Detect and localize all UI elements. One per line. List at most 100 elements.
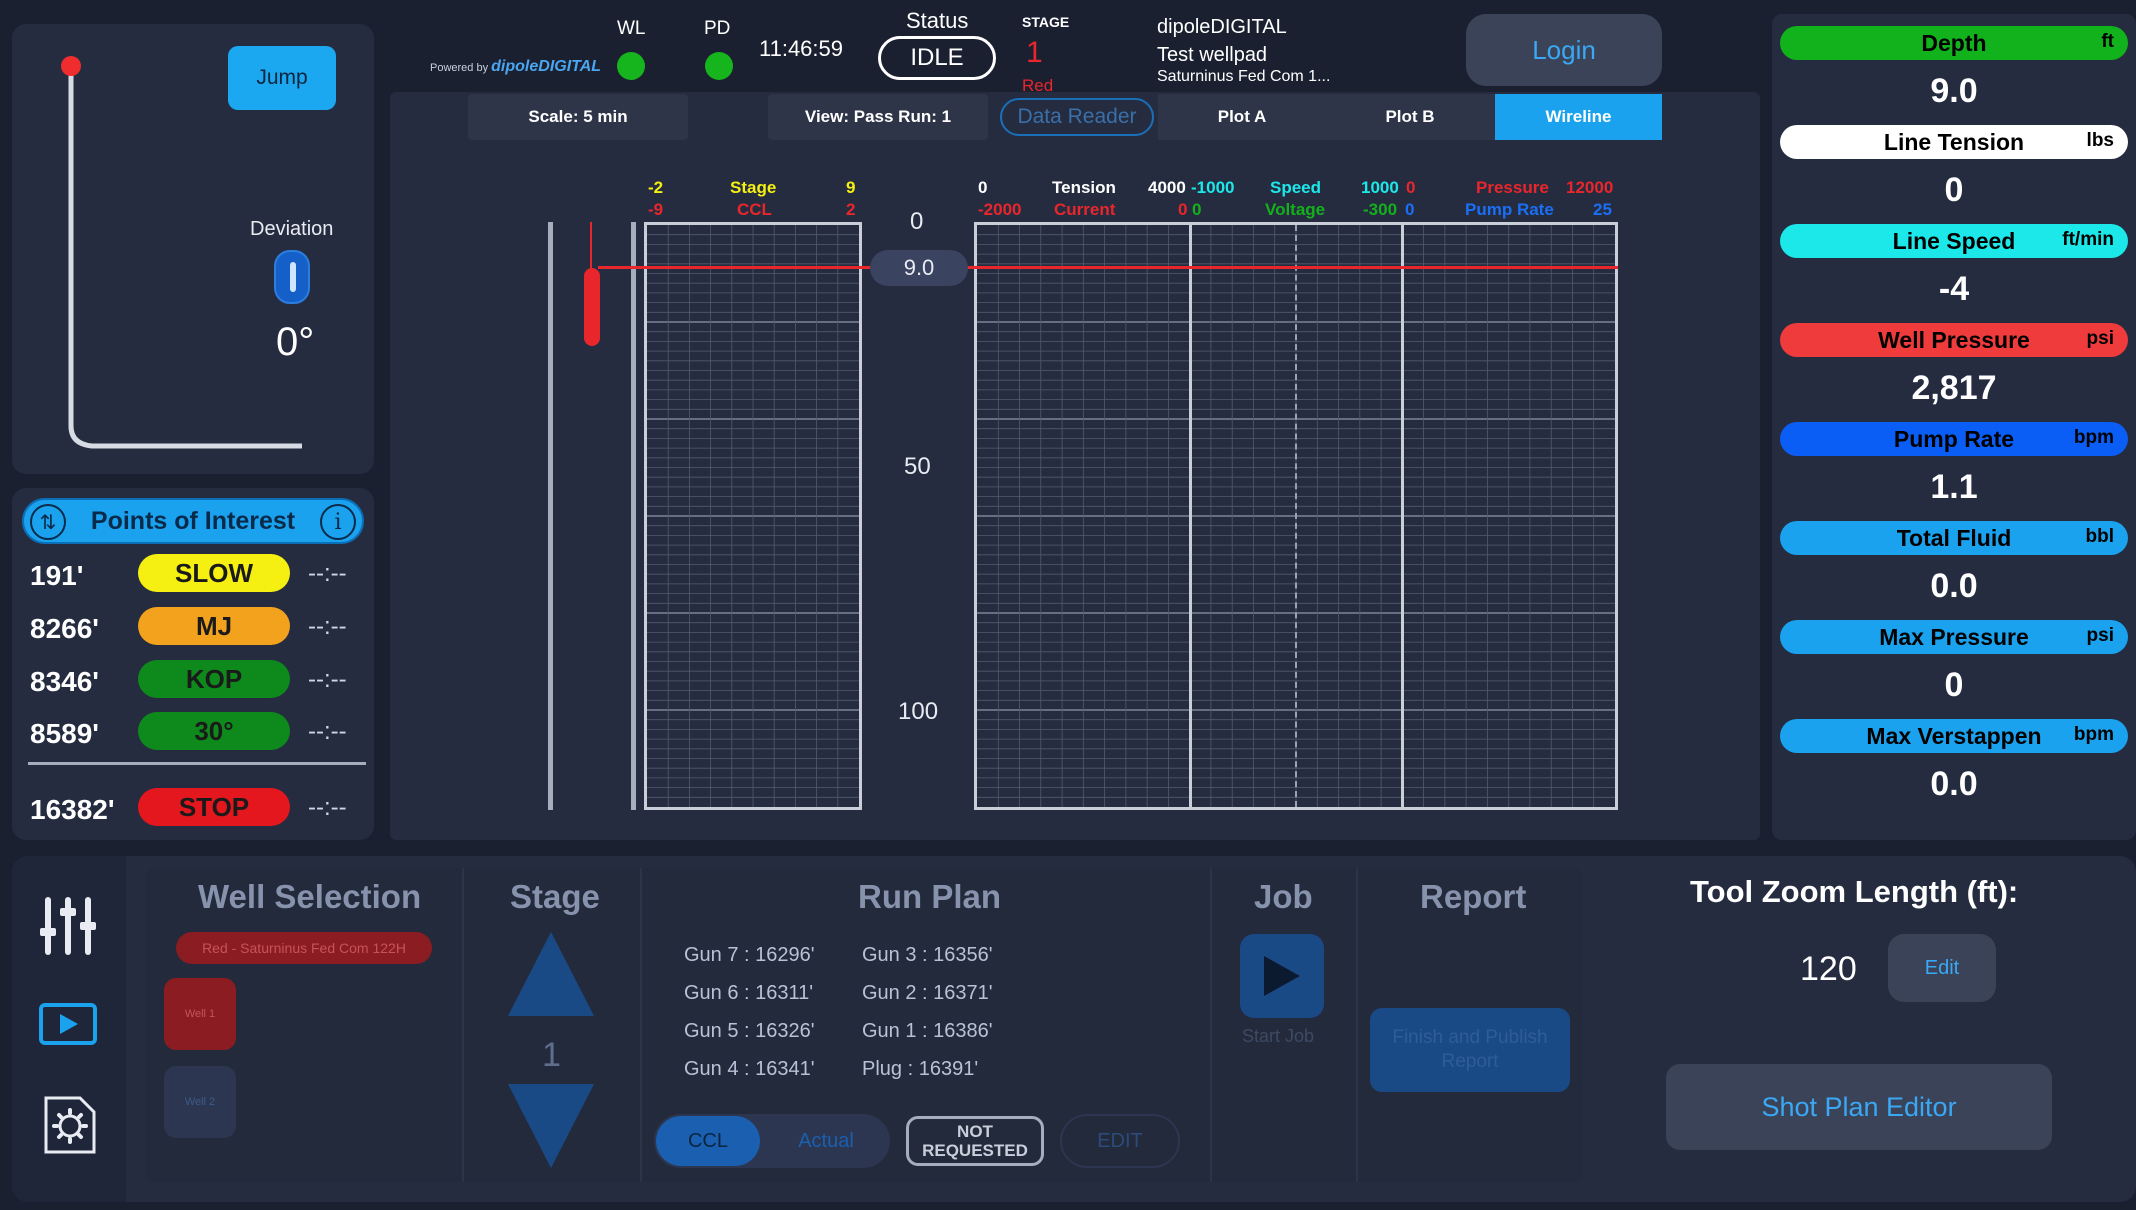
poi-header: ⇅ Points of Interest i <box>22 498 364 544</box>
poi-depth: 8589' <box>30 718 99 749</box>
tension-axis-name: Tension <box>1052 178 1116 197</box>
gauge-label: Well Pressure psi <box>1780 323 2128 357</box>
current-axis-min: -2000 <box>978 200 1022 219</box>
gauge-name: Depth <box>1921 30 1987 56</box>
gauge-label: Line Speed ft/min <box>1780 224 2128 258</box>
wellpad-name: Test wellpad <box>1157 44 1268 66</box>
poi-row[interactable]: 8589' 30° --:-- <box>28 712 368 752</box>
poi-time: --:-- <box>308 794 347 821</box>
poi-tag[interactable]: 30° <box>138 712 290 750</box>
settings-gear-icon[interactable] <box>36 1094 100 1156</box>
poi-row[interactable]: 8266' MJ --:-- <box>28 607 368 647</box>
view-tab[interactable]: View: Pass Run: 1 <box>768 94 988 140</box>
video-play-icon[interactable] <box>38 1002 98 1046</box>
pressure-axis-min: 0 <box>1406 178 1416 197</box>
gauge-unit: psi <box>2086 625 2114 646</box>
powered-by: Powered by dipoleDIGITAL <box>430 58 602 75</box>
brand-logo: dipoleDIGITAL <box>491 58 602 75</box>
deviation-label: Deviation <box>250 218 334 240</box>
report-title: Report <box>1420 878 1527 915</box>
tab-wireline[interactable]: Wireline <box>1495 94 1662 140</box>
tool-track-line-1 <box>548 222 553 810</box>
speed-axis-name: Speed <box>1270 178 1322 197</box>
gauge-value: 9.0 <box>1930 72 1978 110</box>
plot-panel <box>390 92 1760 840</box>
speed-axis-min: -1000 <box>1191 178 1235 197</box>
poi-row[interactable]: 8346' KOP --:-- <box>28 660 368 700</box>
info-icon[interactable]: i <box>320 504 356 540</box>
data-reader-button[interactable]: Data Reader <box>1000 98 1154 136</box>
poi-depth: 191' <box>30 560 84 591</box>
run-plan-gun: Gun 4 : 16341' <box>684 1058 815 1080</box>
depth-marker[interactable]: 9.0 <box>870 250 968 286</box>
well-chip[interactable]: Red - Saturninus Fed Com 122H <box>176 932 432 964</box>
edit-run-plan-button[interactable]: EDIT <box>1060 1114 1180 1168</box>
poi-stop-row[interactable]: 16382' STOP --:-- <box>28 788 368 828</box>
poi-tag[interactable]: MJ <box>138 607 290 645</box>
gauge-name: Line Speed <box>1892 228 2016 254</box>
poi-time: --:-- <box>308 666 347 693</box>
not-requested-badge[interactable]: NOT REQUESTED <box>906 1116 1044 1166</box>
poi-row[interactable]: 191' SLOW --:-- <box>28 554 368 594</box>
gauge-unit: bpm <box>2073 427 2114 448</box>
voltage-axis-name: Voltage <box>1265 200 1326 219</box>
gauge-unit: bbl <box>2085 526 2115 547</box>
run-plan-gun: Gun 5 : 16326' <box>684 1020 815 1042</box>
jump-button[interactable]: Jump <box>228 46 336 110</box>
poi-time: --:-- <box>308 560 347 587</box>
well-button-1[interactable]: Well 1 <box>164 978 236 1050</box>
gauge-value: 2,817 <box>1911 369 1997 407</box>
gauge-name: Max Pressure <box>1879 624 2029 650</box>
ccl-option[interactable]: CCL <box>656 1116 760 1166</box>
well-button-2[interactable]: Well 2 <box>164 1066 236 1138</box>
stage-color: Red <box>1022 76 1054 95</box>
well-trajectory-diagram <box>61 56 302 449</box>
company-name: dipoleDIGITAL <box>1157 16 1287 38</box>
clock: 11:46:59 <box>759 36 844 61</box>
run-plan-gun: Plug : 16391' <box>862 1058 979 1080</box>
current-axis-max: 0 <box>1178 200 1188 219</box>
stage-axis-max: 9 <box>846 178 856 197</box>
gauge-name: Total Fluid <box>1896 525 2012 551</box>
login-button[interactable]: Login <box>1466 14 1662 86</box>
gauge-label: Pump Rate bpm <box>1780 422 2128 456</box>
deviation-indicator-icon <box>274 250 310 304</box>
current-axis-name: Current <box>1054 200 1116 219</box>
finish-publish-report-button[interactable]: Finish and Publish Report <box>1370 1008 1570 1092</box>
run-plan-gun: Gun 7 : 16296' <box>684 944 815 966</box>
gauge-unit: lbs <box>2086 130 2114 151</box>
stage-number: 1 <box>1026 36 1043 69</box>
stage-down-arrow-icon[interactable] <box>508 1084 594 1168</box>
start-job-button[interactable] <box>1240 934 1324 1018</box>
gauge-value: -4 <box>1938 270 1970 308</box>
tool-marker-line <box>590 222 592 270</box>
sort-icon[interactable]: ⇅ <box>30 504 66 540</box>
gauge-unit: bpm <box>2073 724 2114 745</box>
poi-divider <box>28 762 366 765</box>
tab-plot-b[interactable]: Plot B <box>1385 107 1435 126</box>
shot-plan-editor-button[interactable]: Shot Plan Editor <box>1666 1064 2052 1150</box>
voltage-axis-max: -300 <box>1363 200 1398 219</box>
pd-indicator <box>705 52 733 80</box>
wl-indicator <box>617 52 645 80</box>
poi-depth: 8266' <box>30 613 99 644</box>
run-plan-gun: Gun 3 : 16356' <box>862 944 993 966</box>
poi-tag[interactable]: KOP <box>138 660 290 698</box>
gauge-value: 0 <box>1944 666 1964 704</box>
stage-ccl-track <box>644 222 862 810</box>
actual-option[interactable]: Actual <box>798 1129 854 1152</box>
sliders-icon[interactable] <box>36 894 100 958</box>
pump-axis-min: 0 <box>1405 200 1415 219</box>
run-plan-gun: Gun 6 : 16311' <box>684 982 814 1004</box>
pump-axis-name: Pump Rate <box>1465 200 1554 219</box>
scale-tab[interactable]: Scale: 5 min <box>468 94 688 140</box>
tool-zoom-edit-button[interactable]: Edit <box>1888 934 1996 1002</box>
depth-tick-label: 0 <box>910 208 924 235</box>
stage-up-arrow-icon[interactable] <box>508 932 594 1016</box>
track-divider-2 <box>1401 225 1404 807</box>
poi-tag[interactable]: STOP <box>138 788 290 826</box>
pressure-axis-max: 12000 <box>1566 178 1614 197</box>
poi-tag[interactable]: SLOW <box>138 554 290 592</box>
tab-plot-a[interactable]: Plot A <box>1217 107 1267 126</box>
run-plan-title: Run Plan <box>858 878 1002 915</box>
